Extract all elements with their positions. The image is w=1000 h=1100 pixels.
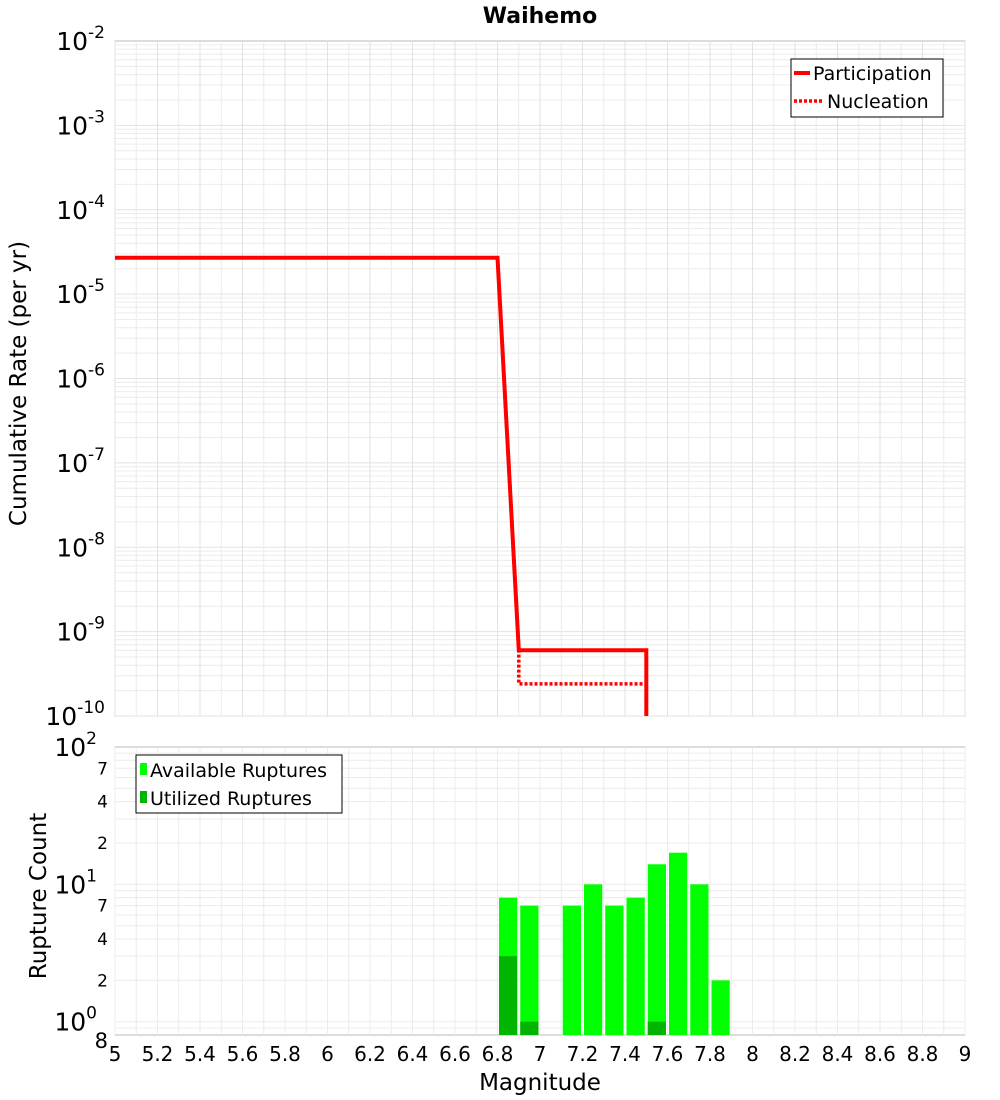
magnitude-tick-label: 8.8 [907, 1042, 939, 1066]
rate-panel: 10-2 10-3 10-4 10-5 10-6 10-7 10-8 10-9 10-10 Wa… [6, 4, 966, 731]
count-y-major-tick-label: 102 [54, 729, 97, 762]
legend-participation-label: Participation [813, 63, 932, 85]
rate-y-tick-label: 10-5 [56, 276, 105, 309]
legend-utilized-label: Utilized Ruptures [150, 788, 312, 810]
legend-nucleation-label: Nucleation [827, 91, 929, 113]
count-bars [499, 852, 730, 1035]
available-ruptures-bar [711, 980, 730, 1035]
magnitude-tick-label: 7.2 [567, 1042, 599, 1066]
count-panel: 102 101 100 7 4 2 7 4 2 8 5 5.2 5.4 5.6 5.8 6 6.2 6.4 6.6… [26, 729, 971, 1096]
rate-y-tick-labels: 10-2 10-3 10-4 10-5 10-6 10-7 10-8 10-9 10-10 [45, 23, 105, 731]
rate-y-axis-label: Cumulative Rate (per yr) [6, 241, 32, 526]
chart-title: Waihemo [483, 4, 598, 29]
magnitude-tick-label: 5.2 [142, 1042, 174, 1066]
rate-legend: Participation Nucleation [790, 58, 944, 118]
magnitude-tick-label: 8.6 [864, 1042, 896, 1066]
rate-y-tick-label: 10-7 [56, 445, 105, 478]
available-ruptures-bar [690, 884, 709, 1035]
available-ruptures-bar [669, 852, 688, 1035]
rate-y-tick-label: 10-3 [56, 107, 105, 140]
count-grid [114, 747, 966, 1035]
count-legend: Available Ruptures Utilized Ruptures [135, 754, 343, 814]
legend-available-label: Available Ruptures [150, 760, 327, 782]
count-y-minor-tick-label: 7 [97, 897, 108, 917]
count-y-axis-label: Rupture Count [26, 813, 52, 979]
magnitude-tick-labels: 5 5.2 5.4 5.6 5.8 6 6.2 6.4 6.6 6.8 7 7.2 7.4 7.6 7.8 8… [109, 1042, 972, 1066]
rate-y-tick-label: 10-10 [45, 698, 105, 731]
magnitude-tick-label: 5.6 [227, 1042, 259, 1066]
magnitude-tick-label: 9 [959, 1042, 972, 1066]
available-ruptures-bar [562, 905, 581, 1035]
magnitude-tick-label: 6.2 [354, 1042, 386, 1066]
utilized-ruptures-bar [647, 1021, 666, 1035]
magnitude-tick-label: 6.4 [397, 1042, 429, 1066]
rate-y-tick-label: 10-2 [56, 23, 105, 56]
magnitude-tick-label: 7.4 [609, 1042, 641, 1066]
magnitude-tick-label: 6 [321, 1042, 334, 1066]
magnitude-tick-label: 6.6 [439, 1042, 471, 1066]
magnitude-tick-label: 5 [109, 1042, 122, 1066]
rate-y-tick-label: 10-4 [56, 192, 105, 225]
magnitude-tick-label: 5.8 [269, 1042, 301, 1066]
rate-series [115, 255, 649, 716]
rate-y-tick-label: 10-9 [56, 614, 105, 647]
legend-utilized-swatch [140, 791, 147, 803]
available-ruptures-bar [605, 905, 624, 1035]
series-nucleation-line [115, 255, 649, 716]
available-ruptures-bar [626, 897, 645, 1035]
count-y-major-tick-label: 100 [54, 1004, 97, 1037]
count-legend-box [135, 754, 343, 814]
count-y-major-tick-label: 101 [54, 866, 97, 899]
count-y-minor-tick-label: 4 [97, 793, 108, 813]
count-y-minor-tick-label: 7 [97, 759, 108, 779]
magnitude-tick-label: 6.8 [482, 1042, 514, 1066]
count-y-minor-tick-label: 4 [97, 930, 108, 950]
rate-y-tick-label: 10-6 [56, 361, 105, 394]
magnitude-tick-label: 5.4 [184, 1042, 216, 1066]
magnitude-axis-label: Magnitude [479, 1070, 601, 1096]
magnitude-tick-label: 7 [534, 1042, 547, 1066]
available-ruptures-bar [647, 864, 666, 1035]
magnitude-tick-label: 8.2 [779, 1042, 811, 1066]
available-ruptures-bar [584, 884, 603, 1035]
rate-legend-box [790, 58, 944, 118]
count-y-minor-tick-label: 2 [97, 834, 108, 854]
magnitude-tick-label: 7.8 [694, 1042, 726, 1066]
count-y-tick-labels: 102 101 100 7 4 2 7 4 2 8 [54, 729, 108, 1053]
legend-available-swatch [140, 763, 147, 775]
magnitude-tick-label: 8 [746, 1042, 759, 1066]
utilized-ruptures-bar [520, 1021, 539, 1035]
rate-grid [114, 41, 966, 717]
count-y-minor-tick-label: 2 [97, 971, 108, 991]
rate-y-tick-label: 10-8 [56, 529, 105, 562]
magnitude-tick-label: 7.6 [652, 1042, 684, 1066]
count-y-minor-tick-label: 8 [95, 1029, 108, 1053]
utilized-ruptures-bar [499, 956, 518, 1035]
available-ruptures-bar [520, 905, 539, 1035]
magnitude-tick-label: 8.4 [822, 1042, 854, 1066]
